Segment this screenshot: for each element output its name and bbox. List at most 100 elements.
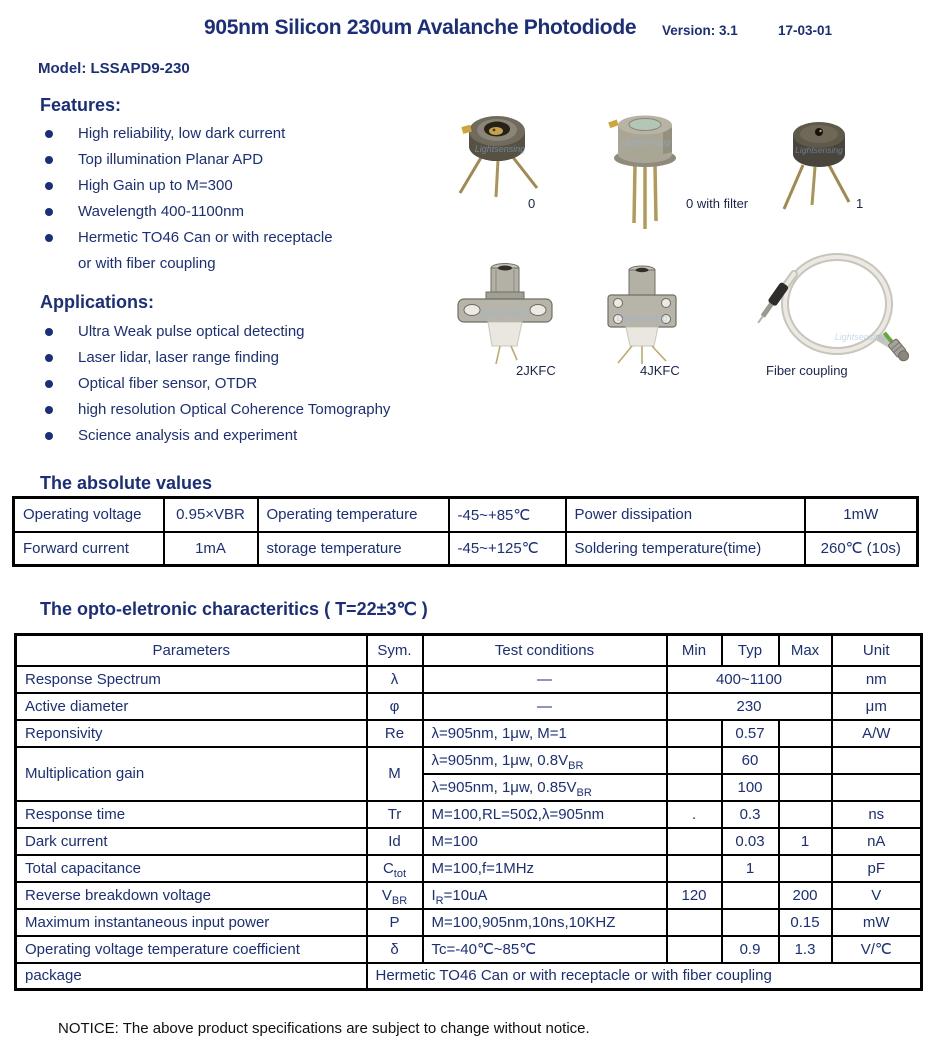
photo-fiber-coupling: Lightsensing: [742, 246, 912, 373]
bullet-icon: [45, 328, 53, 336]
cell: [830, 772, 923, 802]
cell: [720, 880, 780, 910]
cell: Soldering temperature(time): [564, 530, 806, 567]
header-cell: Typ: [720, 633, 780, 667]
photo-to46-can-filter: Lightsensing: [605, 103, 690, 235]
cell: [777, 745, 833, 775]
header-cell: Unit: [830, 633, 923, 667]
applications-heading: Applications:: [40, 292, 155, 312]
cell: -45~+85℃: [447, 496, 567, 533]
cell: Response time: [14, 799, 368, 829]
cell: 230: [665, 691, 833, 721]
row-active-diameter: Active diameter φ — 230 μm: [14, 691, 923, 721]
cell: M: [365, 745, 424, 802]
absolute-values-heading: The absolute values: [40, 473, 213, 493]
cell: .: [665, 799, 723, 829]
page-title: 905nm Silicon 230um Avalanche Photodiode: [204, 16, 637, 39]
cell: 1.3: [777, 934, 833, 964]
features-list: High reliability, low dark current Top i…: [45, 121, 343, 277]
fiber-coupling-illustration: Lightsensing: [757, 253, 910, 362]
absolute-values-table: Operating voltage 0.95×VBR Operating tem…: [12, 496, 919, 567]
watermark-text: Lightsensing: [475, 144, 526, 154]
cell: Id: [365, 826, 424, 856]
cell: Tc=-40℃~85℃: [421, 934, 668, 964]
watermark-text: Lightsensing: [835, 332, 886, 342]
applications-list: Ultra Weak pulse optical detecting Laser…: [45, 319, 390, 449]
cell: [665, 934, 723, 964]
cell: [665, 853, 723, 883]
bullet-icon: [45, 380, 53, 388]
cell: —: [421, 664, 668, 694]
cell: 0.95×VBR: [162, 496, 259, 533]
cell: φ: [365, 691, 424, 721]
list-item: Laser lidar, laser range finding: [45, 345, 390, 371]
cell: 0.57: [720, 718, 780, 748]
cell: 1: [720, 853, 780, 883]
watermark-text: Lightsensing: [480, 308, 531, 318]
cell: Maximum instantaneous input power: [14, 907, 368, 937]
cell: Multiplication gain: [14, 745, 368, 802]
header-cell: Parameters: [14, 633, 368, 667]
cell: A/W: [830, 718, 923, 748]
photo-2jkfc: Lightsensing: [455, 260, 555, 370]
cell: [777, 853, 833, 883]
cell: λ=905nm, 1μw, M=1: [421, 718, 668, 748]
cell: [665, 718, 723, 748]
header-cell: Max: [777, 633, 833, 667]
row-multiplication-gain-1: Multiplication gain M λ=905nm, 1μw, 0.8V…: [14, 745, 923, 802]
list-item: High Gain up to M=300: [45, 173, 343, 199]
cell: M=100: [421, 826, 668, 856]
list-item: Top illumination Planar APD: [45, 147, 343, 173]
list-item: Science analysis and experiment: [45, 423, 390, 449]
cell: [777, 799, 833, 829]
row-response-time: Response time Tr M=100,RL=50Ω,λ=905nm . …: [14, 799, 923, 829]
photo-to46-can-1: Lightsensing: [775, 105, 860, 222]
cell: V: [830, 880, 923, 910]
photo-label-fiber-coupling: Fiber coupling: [766, 363, 848, 378]
bullet-icon: [45, 354, 53, 362]
list-item: Optical fiber sensor, OTDR: [45, 371, 390, 397]
characteristics-table: Parameters Sym. Test conditions Min Typ …: [14, 633, 923, 991]
photo-label-0: 0: [528, 196, 536, 211]
cell: 1mW: [803, 496, 919, 533]
photo-label-1: 1: [856, 196, 864, 211]
cell: 0.03: [720, 826, 780, 856]
cell: storage temperature: [256, 530, 450, 567]
cell: VBR: [365, 880, 424, 910]
4jkfc-illustration: Lightsensing: [607, 265, 677, 364]
cell: δ: [365, 934, 424, 964]
cell: 0.15: [777, 907, 833, 937]
cell: pF: [830, 853, 923, 883]
watermark-text: Lightsensing: [795, 145, 843, 155]
cell: [720, 907, 780, 937]
bullet-icon: [45, 234, 53, 242]
watermark-text: Lightsensing: [622, 137, 670, 147]
cell: M=100,f=1MHz: [421, 853, 668, 883]
list-item: high resolution Optical Coherence Tomogr…: [45, 397, 390, 423]
cell: P: [365, 907, 424, 937]
cell: 0.9: [720, 934, 780, 964]
cell: Reverse breakdown voltage: [14, 880, 368, 910]
photo-label-0-with-filter: 0 with filter: [686, 196, 749, 211]
list-item: Hermetic TO46 Can or with receptacle or …: [45, 225, 343, 277]
cell: M=100,RL=50Ω,λ=905nm: [421, 799, 668, 829]
to46-can-filter-illustration: Lightsensing: [608, 115, 676, 229]
cell: μm: [830, 691, 923, 721]
row-responsivity: Reponsivity Re λ=905nm, 1μw, M=1 0.57 A/…: [14, 718, 923, 748]
bullet-icon: [45, 406, 53, 414]
cell: 100: [720, 772, 780, 802]
cell: [665, 772, 723, 802]
cell: 1: [777, 826, 833, 856]
cell: nm: [830, 664, 923, 694]
cell: —: [421, 691, 668, 721]
row-package: package Hermetic TO46 Can or with recept…: [14, 961, 923, 991]
list-item: Ultra Weak pulse optical detecting: [45, 319, 390, 345]
date-label: 17-03-01: [778, 23, 833, 38]
cell: 120: [665, 880, 723, 910]
cell: [777, 772, 833, 802]
cell: [665, 907, 723, 937]
table-header-row: Parameters Sym. Test conditions Min Typ …: [14, 633, 923, 667]
cell: Power dissipation: [564, 496, 806, 533]
cell: [665, 826, 723, 856]
